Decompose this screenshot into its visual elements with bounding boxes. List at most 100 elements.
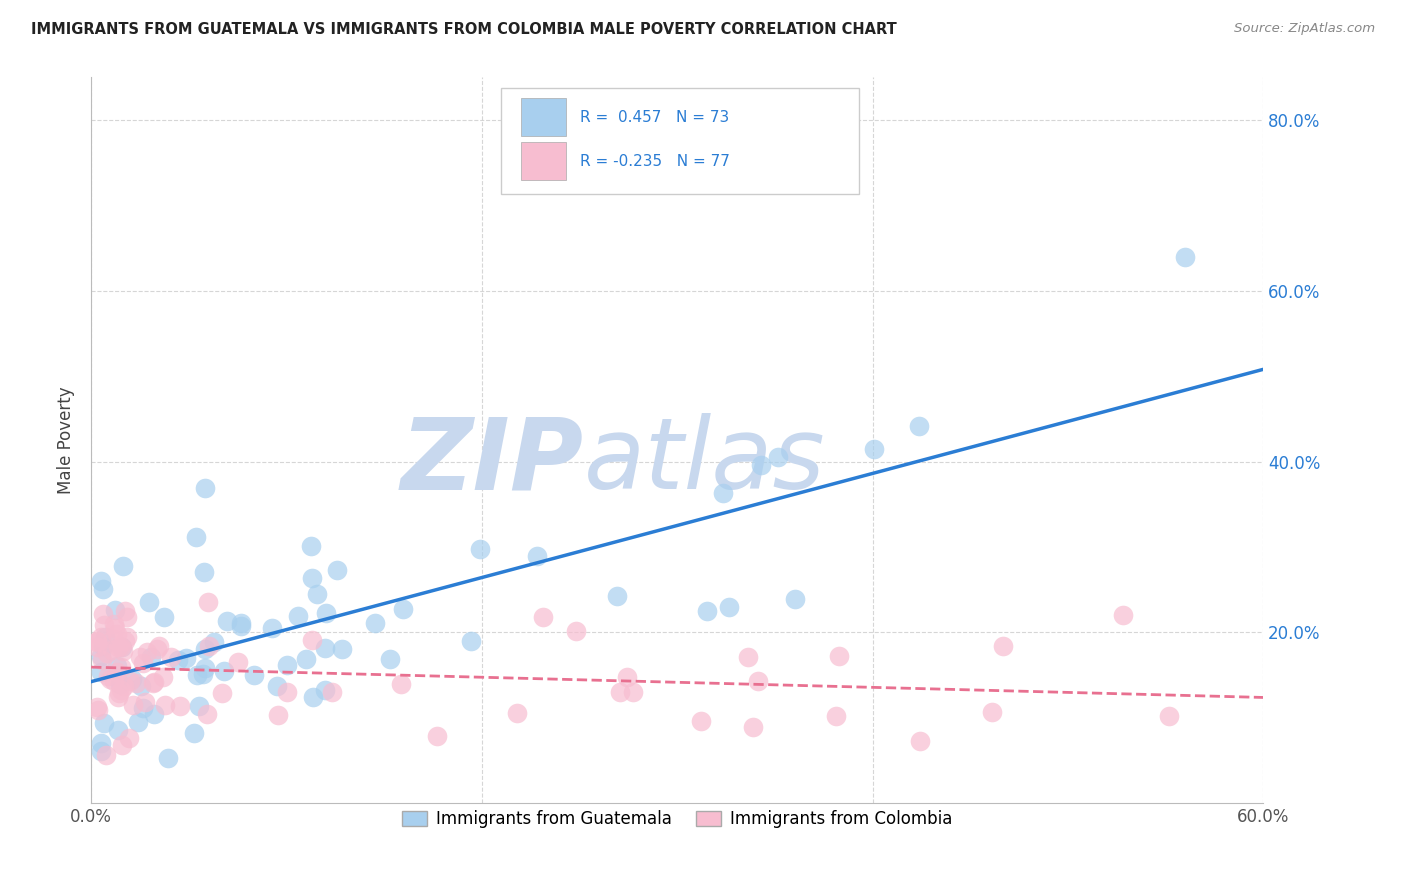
Point [751, 458, 773, 472]
Point [689, 714, 711, 728]
Point [110, 660, 132, 674]
Point [90, 649, 112, 664]
Point [91, 639, 114, 653]
Point [90, 736, 112, 750]
Point [159, 649, 181, 664]
Point [828, 649, 851, 664]
Point [981, 706, 1004, 720]
Point [194, 642, 217, 657]
Point [183, 725, 205, 739]
Point [314, 640, 336, 655]
Point [94, 631, 117, 645]
Point [121, 672, 143, 686]
Point [104, 603, 127, 617]
Point [108, 686, 131, 700]
Bar [522, 98, 565, 136]
Point [226, 655, 249, 669]
Point [194, 481, 217, 495]
Point [908, 734, 931, 748]
Point [138, 595, 160, 609]
Point [276, 684, 298, 698]
Point [426, 729, 449, 743]
Point [326, 563, 349, 577]
Point [142, 675, 165, 690]
Text: atlas: atlas [583, 414, 825, 510]
Point [364, 616, 387, 631]
Point [1174, 250, 1197, 264]
Point [378, 652, 401, 666]
Point [111, 559, 134, 574]
Point [146, 641, 169, 656]
Point [711, 485, 734, 500]
Point [105, 665, 128, 680]
Point [108, 677, 131, 691]
Point [111, 640, 134, 654]
Point [90, 665, 112, 679]
Point [86, 640, 108, 654]
Point [197, 639, 219, 653]
Point [107, 690, 129, 704]
Point [531, 609, 554, 624]
Text: IMMIGRANTS FROM GUATEMALA VS IMMIGRANTS FROM COLOMBIA MALE POVERTY CORRELATION C: IMMIGRANTS FROM GUATEMALA VS IMMIGRANTS … [31, 22, 897, 37]
Point [114, 633, 136, 648]
Point [1112, 607, 1135, 622]
Point [129, 649, 152, 664]
Point [742, 720, 765, 734]
Point [785, 591, 807, 606]
Point [117, 630, 139, 644]
Point [330, 642, 353, 657]
Point [134, 695, 156, 709]
Point [276, 657, 298, 672]
Point [211, 686, 233, 700]
Point [105, 626, 128, 640]
Point [118, 674, 141, 689]
Point [301, 633, 323, 648]
Point [90, 574, 112, 588]
Point [621, 685, 644, 699]
Point [863, 442, 886, 457]
Text: ZIP: ZIP [401, 414, 583, 510]
Point [302, 690, 325, 704]
Point [135, 645, 157, 659]
Point [93, 715, 115, 730]
Point [91, 607, 114, 621]
Point [191, 667, 214, 681]
Point [98, 672, 121, 686]
Legend: Immigrants from Guatemala, Immigrants from Colombia: Immigrants from Guatemala, Immigrants fr… [395, 803, 959, 835]
Point [107, 723, 129, 737]
Point [1159, 709, 1181, 723]
Point [114, 604, 136, 618]
Point [202, 634, 225, 648]
Point [91, 582, 114, 596]
Point [103, 632, 125, 647]
Point [212, 665, 235, 679]
Point [266, 679, 288, 693]
Point [125, 675, 148, 690]
Point [142, 676, 165, 690]
Point [103, 673, 125, 688]
Y-axis label: Male Poverty: Male Poverty [58, 386, 75, 494]
Point [110, 683, 132, 698]
Point [148, 639, 170, 653]
Point [90, 630, 112, 644]
Point [526, 549, 548, 563]
Point [295, 652, 318, 666]
Point [132, 701, 155, 715]
Point [217, 615, 239, 629]
Point [392, 602, 415, 616]
Point [174, 651, 197, 665]
Point [86, 634, 108, 648]
Point [91, 653, 114, 667]
Point [169, 699, 191, 714]
Point [105, 658, 128, 673]
Point [565, 624, 588, 638]
Point [112, 680, 135, 694]
Point [301, 571, 323, 585]
Point [260, 621, 283, 635]
Point [107, 640, 129, 654]
Point [747, 674, 769, 689]
Point [266, 708, 288, 723]
Point [139, 650, 162, 665]
Point [991, 640, 1014, 654]
Point [156, 751, 179, 765]
